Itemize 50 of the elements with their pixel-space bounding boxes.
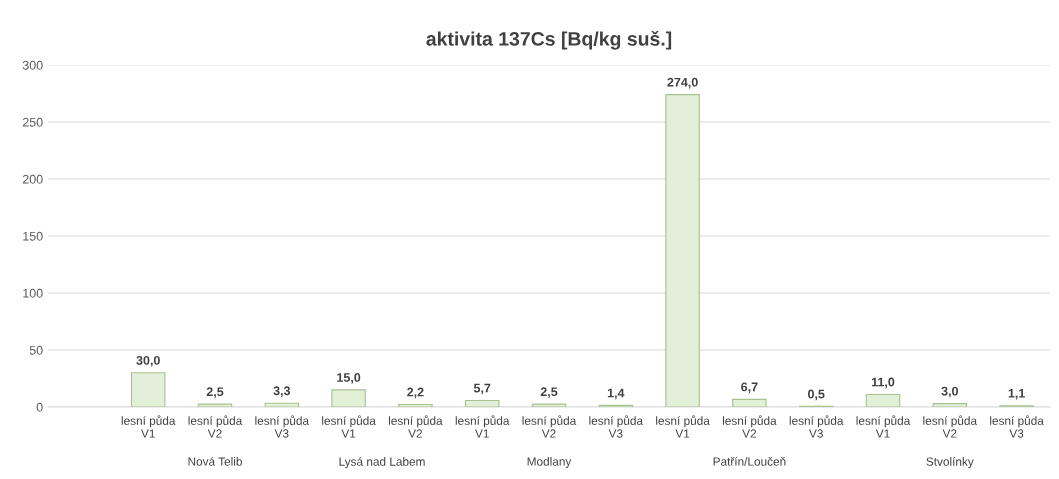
bar (331, 389, 366, 407)
data-label: 6,7 (741, 382, 758, 394)
data-label: 3,3 (273, 386, 291, 398)
bar (464, 399, 500, 407)
y-tick-label: 50 (29, 345, 43, 355)
x-tick-label: lesní půda V2 (923, 415, 978, 438)
data-label: 274,0 (667, 77, 698, 89)
bar (398, 403, 433, 407)
x-tick-label: lesní půda V1 (455, 415, 510, 438)
y-tick-label: 100 (23, 288, 43, 298)
bar (130, 372, 166, 407)
x-tick-label: lesní půda V3 (990, 415, 1044, 438)
y-tick-label: 250 (22, 117, 43, 127)
data-label: 5,7 (473, 383, 491, 395)
y-tick-label: 200 (22, 174, 43, 184)
text: Lysá nad Labem (339, 456, 425, 469)
data-label: 1,1 (1008, 389, 1025, 400)
x-tick-label: lesní půda V1 (856, 415, 911, 438)
data-label: 2,2 (407, 387, 424, 399)
x-tick-label: lesní půda V2 (188, 415, 243, 438)
bar (732, 398, 767, 407)
data-label: 30,0 (136, 355, 160, 367)
x-tick-label: lesní půda V1 (656, 415, 710, 438)
bar (665, 94, 700, 407)
bar (264, 402, 300, 407)
x-tick-label: lesní půda V1 (121, 415, 176, 438)
bar (932, 403, 968, 407)
x-tick-label: lesní půda V2 (722, 415, 777, 438)
x-tick-label: lesní půda V2 (522, 415, 577, 438)
data-label: 15,0 (337, 373, 361, 384)
x-tick-label: lesní půda V3 (255, 415, 310, 438)
data-label: 2,5 (540, 387, 558, 398)
x-tick-label: lesní půda V2 (388, 415, 443, 438)
chart-title: aktivita 137Cs [Bq/kg suš.] (426, 31, 672, 50)
x-tick-label: lesní půda V3 (789, 415, 844, 438)
bar (865, 393, 901, 407)
y-tick-label: 150 (23, 231, 43, 241)
text: Patřín/Loučeň (713, 456, 786, 466)
data-label: 1,4 (607, 388, 625, 400)
text: Nová Telib (188, 456, 242, 466)
text: Modlany (527, 457, 572, 469)
data-label: 2,5 (206, 387, 224, 398)
y-tick-label: 300 (22, 60, 43, 70)
data-label: 3,0 (941, 386, 958, 398)
text: Stvolínky (926, 456, 974, 469)
x-tick-label: lesní půda V1 (322, 415, 376, 438)
data-label: 11,0 (871, 377, 895, 389)
data-label: 0,5 (808, 389, 825, 401)
x-tick-label: lesní půda V3 (589, 415, 644, 438)
y-tick-label: 0 (36, 402, 43, 412)
